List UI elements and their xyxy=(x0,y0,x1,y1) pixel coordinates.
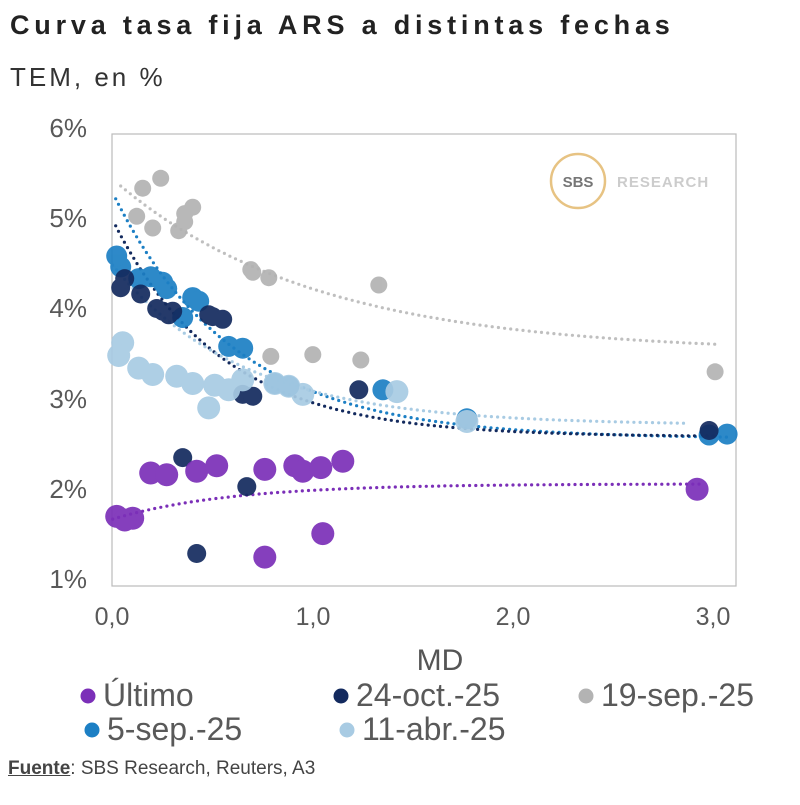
svg-text:SBS: SBS xyxy=(563,174,594,191)
svg-text:2,0: 2,0 xyxy=(496,603,531,631)
svg-text:MD: MD xyxy=(417,644,464,677)
svg-text:19-sep.-25: 19-sep.-25 xyxy=(601,677,754,713)
svg-text:Último: Último xyxy=(103,677,194,713)
svg-text:0,0: 0,0 xyxy=(95,603,130,631)
svg-text:24-oct.-25: 24-oct.-25 xyxy=(356,677,500,713)
svg-text:3,0: 3,0 xyxy=(696,603,731,631)
svg-text:11-abr.-25: 11-abr.-25 xyxy=(362,711,506,747)
svg-text:3%: 3% xyxy=(49,384,87,414)
svg-text:2%: 2% xyxy=(49,474,87,504)
svg-text:4%: 4% xyxy=(49,293,87,323)
svg-text:1%: 1% xyxy=(49,564,87,594)
svg-text:6%: 6% xyxy=(49,113,87,143)
svg-text:5-sep.-25: 5-sep.-25 xyxy=(107,711,242,747)
svg-text:RESEARCH: RESEARCH xyxy=(617,174,709,191)
svg-text:1,0: 1,0 xyxy=(296,603,331,631)
svg-text:5%: 5% xyxy=(49,203,87,233)
